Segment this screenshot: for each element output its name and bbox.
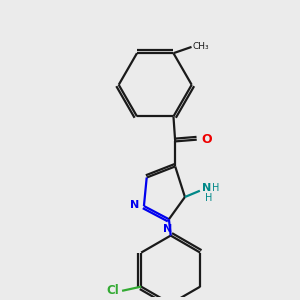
Text: N: N <box>163 224 172 234</box>
Text: O: O <box>201 133 211 146</box>
Text: N: N <box>130 200 139 210</box>
Text: H: H <box>205 194 212 203</box>
Text: CH₃: CH₃ <box>193 42 209 51</box>
Text: H: H <box>212 183 219 193</box>
Text: Cl: Cl <box>106 284 119 297</box>
Text: N: N <box>202 183 212 193</box>
